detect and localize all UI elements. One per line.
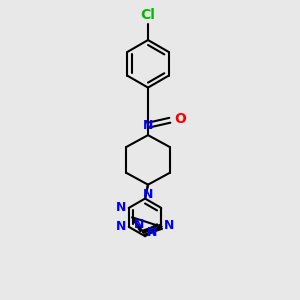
Text: N: N xyxy=(134,218,145,231)
Text: N: N xyxy=(164,219,175,232)
Text: N: N xyxy=(143,188,153,201)
Text: N: N xyxy=(143,119,153,132)
Text: N: N xyxy=(146,226,157,239)
Text: Cl: Cl xyxy=(141,8,155,22)
Text: N: N xyxy=(116,220,126,233)
Text: O: O xyxy=(174,112,186,126)
Text: N: N xyxy=(116,202,126,214)
